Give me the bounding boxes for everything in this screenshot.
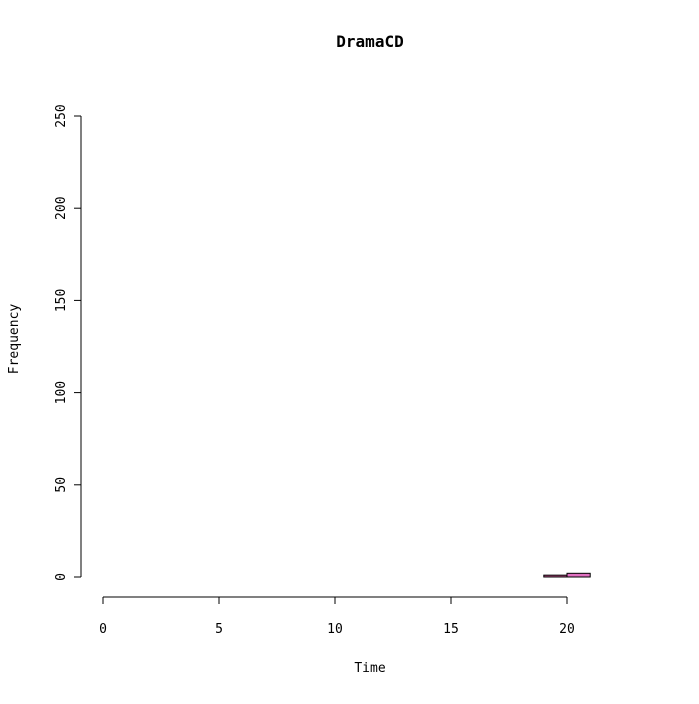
histogram-bar [566,572,591,578]
y-tick-label: 50 [54,477,69,493]
y-tick-label: 100 [54,381,69,404]
y-tick-label: 150 [54,289,69,312]
y-tick-label: 250 [54,104,69,127]
x-tick-label: 5 [215,622,223,637]
x-tick-label: 15 [443,622,459,637]
x-tick-label: 0 [99,622,107,637]
plot-area: 0 50 100 150 200 250 0 5 10 15 20 [54,104,591,637]
x-axis-label: Time [354,661,385,676]
y-tick-label: 0 [54,573,69,581]
chart-title: DramaCD [336,32,403,51]
x-tick-label: 10 [327,622,343,637]
y-axis-label: Frequency [7,304,22,375]
x-tick-label: 20 [559,622,575,637]
histogram-bar [543,574,568,578]
y-tick-label: 200 [54,196,69,219]
